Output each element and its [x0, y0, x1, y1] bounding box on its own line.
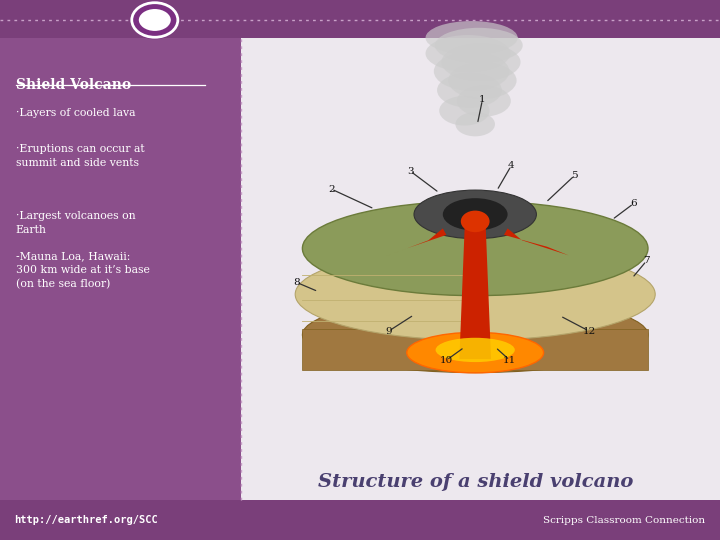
Ellipse shape: [414, 190, 536, 239]
Ellipse shape: [457, 85, 511, 117]
Text: 7: 7: [643, 256, 650, 265]
Ellipse shape: [443, 198, 508, 231]
Ellipse shape: [461, 211, 490, 232]
Text: 2: 2: [328, 185, 335, 193]
Text: Scripps Classroom Connection: Scripps Classroom Connection: [544, 516, 706, 524]
Polygon shape: [504, 228, 569, 255]
Text: Structure of a shield volcano: Structure of a shield volcano: [318, 472, 633, 491]
Ellipse shape: [439, 96, 490, 126]
Text: 5: 5: [571, 171, 578, 180]
Ellipse shape: [456, 112, 495, 136]
Ellipse shape: [302, 201, 648, 295]
Ellipse shape: [433, 52, 510, 91]
Ellipse shape: [435, 28, 523, 63]
Text: 11: 11: [503, 356, 516, 364]
Text: 10: 10: [440, 356, 453, 364]
FancyBboxPatch shape: [241, 38, 720, 500]
Text: 8: 8: [293, 278, 300, 287]
Ellipse shape: [448, 62, 517, 99]
Text: 3: 3: [407, 167, 414, 176]
Text: 12: 12: [582, 327, 595, 335]
Ellipse shape: [437, 72, 502, 108]
Text: 6: 6: [630, 199, 637, 208]
Ellipse shape: [436, 338, 515, 362]
FancyBboxPatch shape: [0, 500, 720, 540]
Polygon shape: [385, 228, 446, 256]
Ellipse shape: [426, 21, 518, 55]
Ellipse shape: [407, 332, 544, 373]
Text: 1: 1: [479, 96, 486, 104]
Ellipse shape: [295, 248, 655, 340]
Polygon shape: [459, 216, 491, 359]
Text: ·Layers of cooled lava: ·Layers of cooled lava: [16, 108, 135, 118]
Text: ·Eruptions can occur at
summit and side vents: ·Eruptions can occur at summit and side …: [16, 144, 145, 168]
Text: 9: 9: [385, 327, 392, 335]
Text: 4: 4: [508, 161, 515, 170]
Text: -Mauna Loa, Hawaii:
300 km wide at it’s base
(on the sea floor): -Mauna Loa, Hawaii: 300 km wide at it’s …: [16, 251, 150, 289]
FancyBboxPatch shape: [302, 329, 648, 370]
Circle shape: [132, 3, 178, 37]
Text: http://earthref.org/SCC: http://earthref.org/SCC: [14, 515, 158, 525]
Ellipse shape: [302, 297, 648, 373]
FancyBboxPatch shape: [0, 0, 720, 38]
Text: Shield Volcano: Shield Volcano: [16, 78, 131, 92]
Ellipse shape: [441, 43, 521, 81]
Ellipse shape: [426, 35, 510, 72]
FancyBboxPatch shape: [0, 38, 241, 500]
Text: ·Largest volcanoes on
Earth: ·Largest volcanoes on Earth: [16, 211, 135, 234]
